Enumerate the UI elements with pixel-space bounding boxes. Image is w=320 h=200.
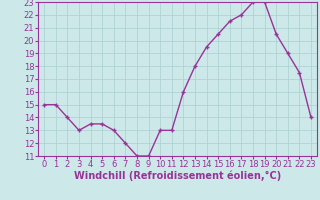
X-axis label: Windchill (Refroidissement éolien,°C): Windchill (Refroidissement éolien,°C) [74,171,281,181]
